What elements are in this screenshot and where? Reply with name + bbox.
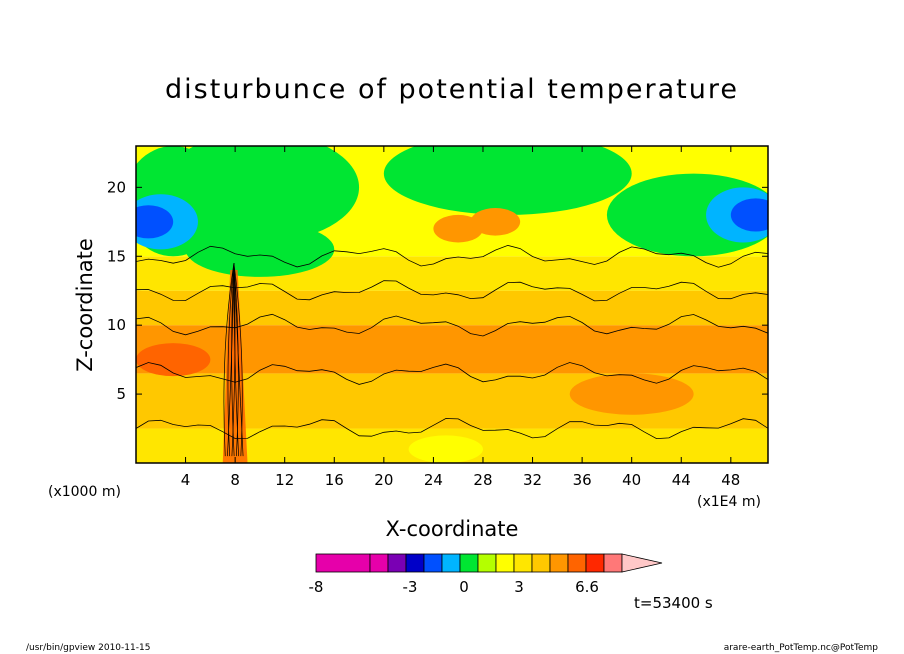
colorbar-tick-label: 0 (459, 578, 469, 596)
x-tick-label: 48 (721, 471, 740, 489)
x-tick-label: 44 (672, 471, 691, 489)
colorbar-swatch (387, 553, 407, 573)
field-blob-1 (160, 146, 360, 243)
plume-contour (233, 263, 239, 457)
field-band-3 (136, 290, 768, 326)
y-tick-label: 20 (107, 178, 126, 196)
field-blob-10 (470, 208, 521, 236)
colorbar-swatch (513, 553, 533, 573)
field-blob-2 (383, 146, 632, 215)
contour-line (136, 280, 768, 302)
colorbar-tick-label: -3 (403, 578, 418, 596)
contour-line (136, 362, 768, 385)
colorbar-arrow (621, 553, 663, 573)
x-tick-label: 8 (230, 471, 240, 489)
colorbar-swatch (603, 553, 623, 573)
colorbar-swatch (441, 553, 461, 573)
y-axis-title: Z-coordinate (73, 238, 97, 372)
colorbar-swatch (549, 553, 569, 573)
field-blob-11 (136, 343, 211, 377)
y-axis: 5 10 15 20 (107, 178, 768, 403)
field-blob-8 (730, 198, 768, 232)
y-tick-label: 15 (107, 247, 126, 265)
x-tick-label: 16 (325, 471, 344, 489)
colorbar-tick-label: 6.6 (575, 578, 599, 596)
x-tick-label: 28 (473, 471, 492, 489)
field-blob-6 (136, 205, 174, 239)
plume-contour (223, 263, 235, 457)
colorbar-swatch (477, 553, 497, 573)
x-tick-label: 12 (275, 471, 294, 489)
colorbar-swatch (459, 553, 479, 573)
field-blob-12 (569, 373, 694, 415)
plume-contour (233, 263, 244, 457)
field-blob-4 (185, 221, 335, 277)
colorbar-swatch (315, 553, 371, 573)
colorbar-swatch (369, 553, 389, 573)
x-unit-right-label: (x1E4 m) (697, 494, 761, 510)
colorbar-swatch (423, 553, 443, 573)
colorbar-tick-label: -8 (309, 578, 324, 596)
footer-right: arare-earth_PotTemp.nc@PotTemp (723, 643, 878, 653)
colorbar-tick-labels: -8 -3 0 3 6.6 (309, 578, 599, 596)
field-blob-13 (408, 435, 483, 463)
x-tick-label: 4 (181, 471, 191, 489)
x-axis: 4 8 12 16 20 24 28 32 36 40 44 48 (181, 146, 740, 489)
colorbar-swatch (495, 553, 515, 573)
x-tick-label: 40 (622, 471, 641, 489)
x-tick-label: 24 (424, 471, 443, 489)
colorbar-swatch (585, 553, 605, 573)
colorbar-swatch (567, 553, 587, 573)
plume-contour (227, 263, 235, 457)
colorbar-swatch (531, 553, 551, 573)
x-tick-label: 20 (374, 471, 393, 489)
x-tick-label: 36 (573, 471, 592, 489)
colorbar-tick-label: 3 (514, 578, 524, 596)
footer-left: /usr/bin/gpview 2010-11-15 (26, 643, 151, 653)
colorbar (315, 553, 663, 573)
contour-field (136, 146, 768, 463)
x-axis-title: X-coordinate (386, 517, 519, 541)
colorbar-swatch (405, 553, 425, 573)
contour-line (136, 244, 768, 268)
chart-title: disturbunce of potential temperature (165, 74, 739, 105)
plot-frame (135, 145, 769, 464)
contour-line (136, 418, 768, 440)
x-tick-label: 32 (523, 471, 542, 489)
plume-contour (231, 263, 235, 457)
time-label: t=53400 s (634, 594, 713, 612)
x-unit-left-label: (x1000 m) (48, 484, 121, 500)
y-tick-label: 5 (116, 385, 126, 403)
y-tick-label: 10 (107, 316, 126, 334)
contour-line (136, 313, 768, 337)
